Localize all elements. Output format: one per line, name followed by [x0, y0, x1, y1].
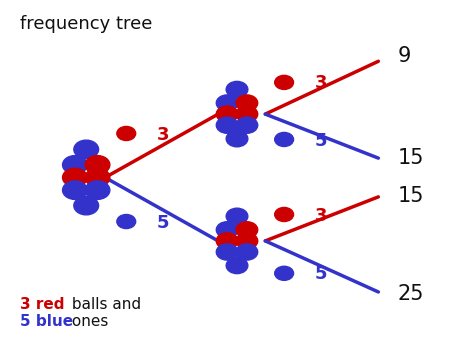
- Circle shape: [226, 81, 248, 98]
- Text: balls and: balls and: [67, 297, 141, 312]
- Circle shape: [216, 222, 238, 238]
- Text: 9: 9: [397, 46, 410, 66]
- Text: frequency tree: frequency tree: [20, 16, 153, 33]
- Text: 3: 3: [315, 74, 327, 92]
- Text: 5 blue: 5 blue: [20, 315, 73, 329]
- Circle shape: [216, 95, 238, 111]
- Text: 3: 3: [315, 207, 327, 225]
- Circle shape: [216, 106, 238, 122]
- Text: 15: 15: [397, 186, 424, 206]
- Text: 5: 5: [157, 214, 169, 231]
- Circle shape: [275, 75, 293, 89]
- Circle shape: [236, 117, 258, 133]
- Text: ones: ones: [67, 315, 109, 329]
- Text: 15: 15: [397, 148, 424, 168]
- Circle shape: [85, 155, 110, 174]
- Text: 5: 5: [315, 131, 327, 149]
- Text: 3: 3: [157, 126, 169, 143]
- Circle shape: [236, 233, 258, 249]
- Circle shape: [216, 117, 238, 133]
- Circle shape: [216, 244, 238, 260]
- Circle shape: [236, 222, 258, 238]
- Circle shape: [63, 168, 87, 187]
- Circle shape: [236, 244, 258, 260]
- Text: 25: 25: [397, 284, 424, 305]
- Circle shape: [117, 126, 136, 141]
- Circle shape: [63, 155, 87, 174]
- Circle shape: [275, 266, 293, 280]
- Circle shape: [216, 233, 238, 249]
- Circle shape: [74, 140, 99, 159]
- Text: 5: 5: [315, 265, 327, 283]
- Circle shape: [117, 214, 136, 229]
- Circle shape: [85, 181, 110, 200]
- Circle shape: [275, 207, 293, 222]
- Circle shape: [74, 196, 99, 215]
- Circle shape: [236, 95, 258, 111]
- Circle shape: [85, 168, 110, 187]
- Circle shape: [226, 208, 248, 224]
- Text: 3 red: 3 red: [20, 297, 65, 312]
- Circle shape: [226, 257, 248, 274]
- Circle shape: [275, 132, 293, 147]
- Circle shape: [226, 131, 248, 147]
- Circle shape: [63, 181, 87, 200]
- Circle shape: [236, 106, 258, 122]
